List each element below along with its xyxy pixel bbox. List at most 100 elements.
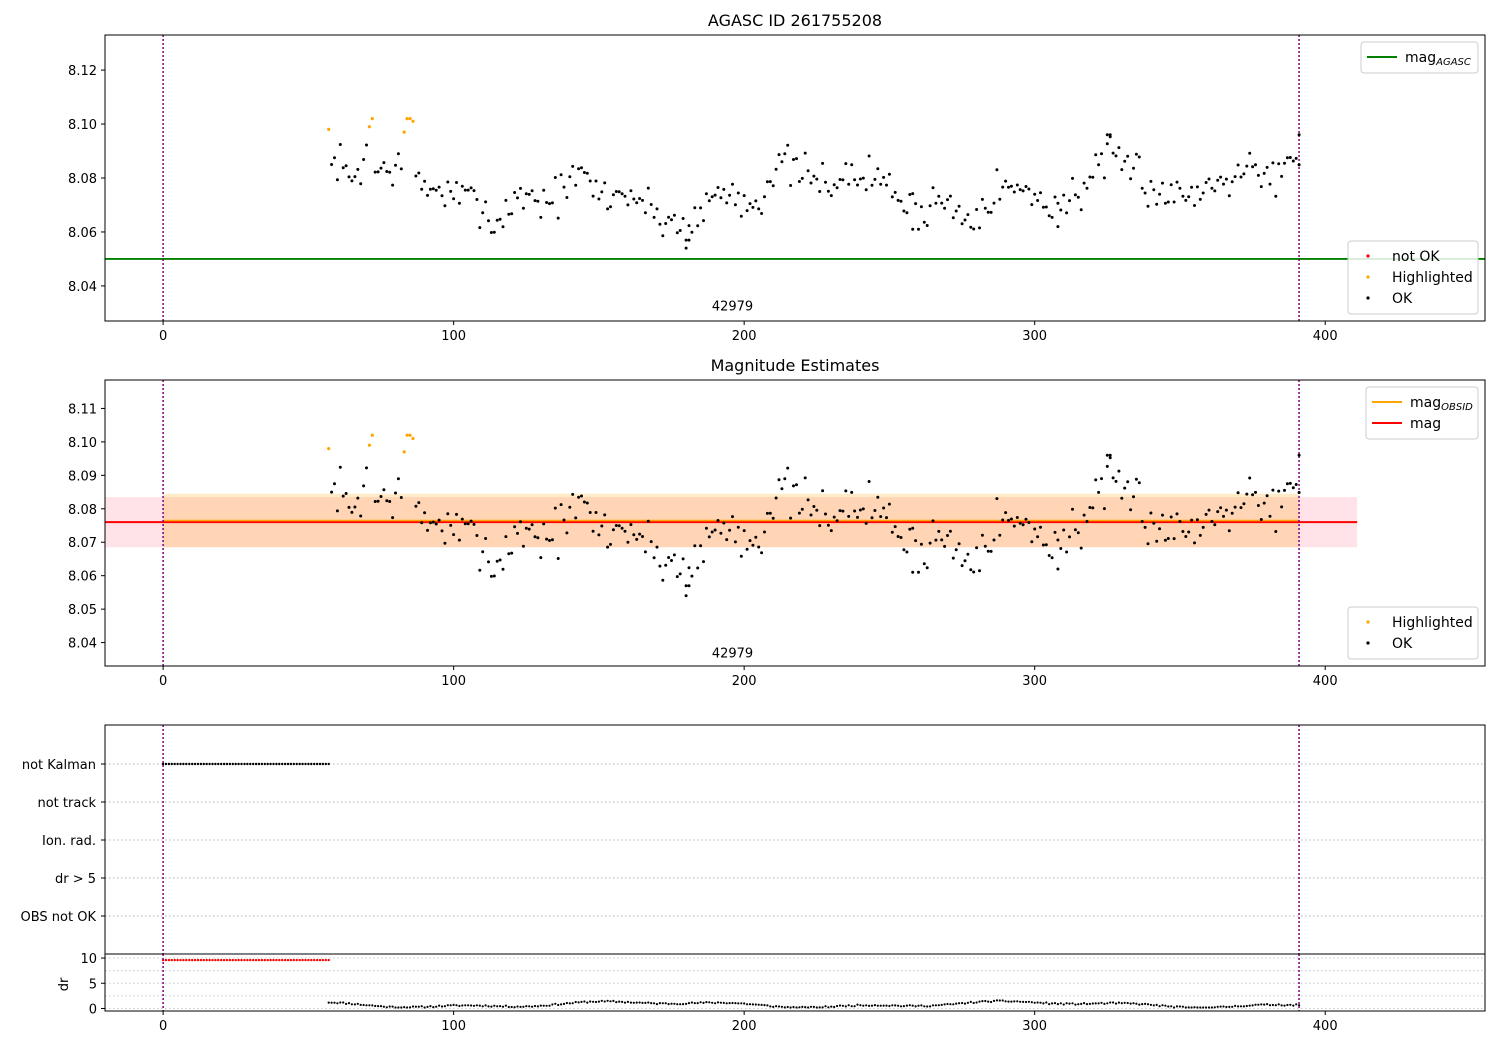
ok-point: [1274, 194, 1278, 198]
dr-point: [766, 1004, 769, 1007]
x-tick-label: 100: [441, 674, 466, 689]
ok-point: [1178, 186, 1182, 190]
ok-point: [333, 156, 336, 160]
ok-point: [707, 199, 711, 203]
dr-high-point: [324, 958, 327, 962]
dr-point: [1248, 1004, 1251, 1007]
dr-point: [1173, 1006, 1176, 1009]
not-kalman-point: [286, 762, 290, 766]
ok-point: [922, 562, 926, 566]
highlighted-point: [408, 433, 412, 437]
ok-point: [1033, 192, 1037, 196]
ok-point: [1129, 508, 1133, 512]
dr-point: [682, 1003, 685, 1006]
dr-point: [1132, 1002, 1135, 1005]
dr-point: [1036, 1001, 1039, 1004]
dr-point: [1129, 1002, 1132, 1005]
ok-point: [356, 167, 360, 171]
y-tick-label: 0: [89, 1002, 97, 1017]
ok-point: [748, 202, 752, 206]
ok-point: [492, 574, 496, 578]
ok-point: [1163, 538, 1167, 542]
dr-point: [827, 1006, 830, 1009]
y-tick-label: 8.10: [68, 118, 97, 133]
dr-point: [1213, 1006, 1216, 1009]
dr-point: [1088, 1002, 1091, 1006]
x-tick-label: 400: [1313, 329, 1338, 344]
ok-point: [1294, 483, 1298, 486]
ok-point: [1007, 518, 1010, 522]
not-kalman-point: [257, 762, 261, 766]
magnitude-estimates-panel: 42979 0 100 200 300 400 8.04 8.05 8.06 8.07 8.08 8.…: [68, 356, 1486, 689]
ok-point: [768, 511, 772, 515]
ok-point: [1044, 543, 1048, 547]
dr-point: [371, 1004, 374, 1007]
ok-point: [853, 509, 857, 513]
ok-point: [733, 540, 737, 544]
ok-point: [1277, 489, 1281, 493]
ok-point: [484, 537, 488, 540]
ok-point: [940, 201, 944, 205]
ok-point: [431, 187, 435, 191]
ok-point: [1041, 543, 1045, 547]
ok-point: [1088, 506, 1092, 509]
ok-point: [609, 542, 612, 546]
not-kalman-point: [234, 762, 237, 766]
dr-point: [1097, 1002, 1100, 1005]
ok-point: [687, 224, 691, 228]
dr-point: [1210, 1006, 1213, 1009]
dr-point: [339, 1001, 342, 1004]
ok-point: [641, 535, 644, 538]
ok-point: [687, 238, 691, 242]
ok-point: [1100, 477, 1103, 481]
ok-point: [1256, 173, 1260, 177]
ok-point: [1056, 201, 1060, 205]
ok-point: [1230, 511, 1234, 515]
ok-point: [519, 520, 522, 524]
dr-point: [1260, 1003, 1263, 1006]
dr-point: [414, 1005, 417, 1008]
dr-point: [513, 1006, 516, 1009]
not-kalman-point: [208, 762, 211, 766]
ok-point: [789, 184, 793, 187]
ok-point: [751, 205, 755, 209]
ok-point: [1222, 514, 1225, 518]
ok-point: [1172, 537, 1176, 541]
dr-point: [876, 1004, 879, 1007]
ok-point: [763, 530, 766, 534]
dr-point: [560, 1003, 563, 1006]
ok-point: [655, 545, 659, 549]
dr-point: [359, 1003, 362, 1007]
ok-point: [826, 523, 830, 527]
y-tick-label: 8.11: [68, 402, 97, 417]
ok-point: [983, 544, 987, 548]
ok-point: [478, 568, 482, 572]
ok-point: [960, 564, 964, 568]
legend-subscript: AGASC: [1435, 57, 1471, 68]
ok-point: [466, 522, 470, 526]
dr-point: [958, 1002, 961, 1005]
highlighted-point: [367, 125, 371, 129]
ok-point: [937, 529, 941, 533]
dr-point: [1146, 1003, 1150, 1006]
ok-point: [620, 192, 624, 196]
ok-point: [702, 219, 705, 223]
dr-point: [661, 1002, 664, 1005]
dr-point: [902, 1005, 906, 1008]
y-tick-label: 8.12: [68, 64, 97, 79]
plot-area: [105, 35, 1485, 321]
dr-point: [1289, 1003, 1292, 1006]
not-kalman-point: [202, 762, 205, 766]
ok-point: [824, 512, 827, 516]
ok-point: [693, 544, 697, 548]
ok-point: [344, 164, 348, 168]
ok-point: [449, 523, 453, 527]
ok-point: [1262, 501, 1266, 505]
dr-point: [873, 1004, 877, 1007]
dr-point: [1170, 1005, 1173, 1008]
dr-point: [737, 1002, 740, 1005]
dr-high-point: [263, 958, 266, 962]
ok-point: [545, 201, 549, 204]
dr-point: [850, 1005, 853, 1008]
